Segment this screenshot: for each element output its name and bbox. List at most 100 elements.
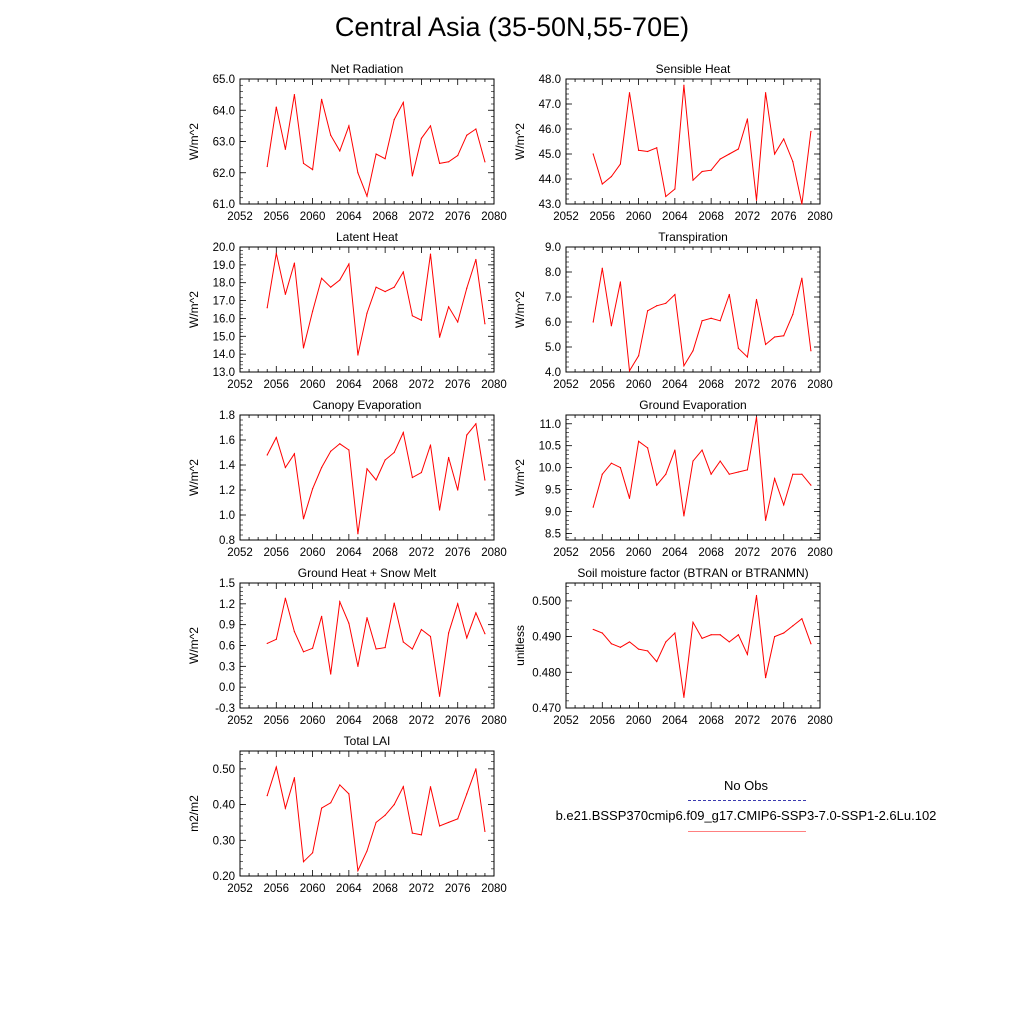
x-tick-label: 2052 [227, 379, 253, 391]
legend-case-line [688, 831, 806, 832]
data-point [783, 504, 785, 506]
x-tick-label: 2076 [445, 547, 471, 559]
y-tick-label: 62.0 [213, 168, 235, 180]
data-point [411, 175, 413, 177]
chart-panel: Total LAI m2/m2 2052 2056 2060 2064 2068 2072 20… [187, 734, 507, 895]
data-point [393, 451, 395, 454]
y-tick-label: 11.0 [539, 419, 561, 431]
data-point [284, 148, 286, 150]
x-tick-label: 2072 [735, 547, 761, 559]
data-point [783, 632, 785, 634]
x-tick-label: 2064 [662, 547, 688, 559]
series-line [592, 268, 812, 373]
series-line [592, 417, 812, 521]
x-tick-label: 2080 [481, 715, 507, 727]
y-tick-label: 0.9 [219, 620, 235, 632]
data-point [637, 149, 640, 151]
data-point [592, 153, 594, 155]
x-tick-label: 2060 [300, 379, 326, 391]
data-point [293, 631, 296, 633]
data-point [293, 262, 296, 264]
data-point [592, 628, 594, 631]
data-point [293, 94, 296, 96]
data-point [746, 356, 749, 358]
data-point [438, 825, 441, 827]
x-tick-label: 2080 [481, 883, 507, 895]
data-point [764, 92, 767, 94]
y-tick-label: 64.0 [213, 105, 235, 117]
y-tick-label: 65.0 [213, 74, 235, 86]
x-tick-label: 2068 [698, 547, 724, 559]
y-tick-label: 61.0 [213, 199, 235, 211]
data-point [311, 852, 314, 854]
x-tick-label: 2068 [372, 715, 398, 727]
data-point [321, 98, 323, 100]
data-point [438, 695, 441, 697]
data-point [656, 660, 658, 663]
data-point [393, 803, 395, 806]
data-point [728, 641, 730, 643]
data-point [420, 471, 423, 474]
data-point [339, 279, 341, 281]
chart-panel: Ground Heat + Snow Melt W/m^2 2052 2056 2060… [187, 566, 507, 727]
data-point [601, 267, 603, 269]
x-tick-label: 2072 [409, 883, 435, 895]
x-tick-label: 2056 [263, 211, 289, 223]
y-tick-label: 0.20 [213, 871, 235, 883]
y-tick-label: 16.0 [213, 313, 235, 325]
x-tick-label: 2064 [336, 379, 362, 391]
data-point [448, 161, 450, 163]
x-tick-label: 2080 [807, 379, 833, 391]
x-tick-label: 2064 [662, 211, 688, 223]
data-point [710, 317, 712, 319]
chart-panel: Canopy Evaporation W/m^2 2052 2056 2060 2064 2… [187, 398, 507, 559]
data-point [475, 423, 477, 425]
x-tick-label: 2064 [336, 715, 362, 727]
data-point [330, 450, 332, 452]
y-tick-label: 10.5 [539, 441, 561, 453]
data-point [475, 612, 477, 614]
panel-title: Total LAI [344, 734, 391, 748]
y-tick-label: 43.0 [539, 199, 561, 211]
data-point [628, 92, 631, 94]
data-point [656, 484, 658, 486]
x-tick-label: 2080 [481, 379, 507, 391]
data-point [366, 195, 368, 197]
data-point [357, 533, 359, 535]
series-line [593, 595, 812, 698]
data-point [746, 653, 749, 656]
data-point [402, 271, 404, 273]
data-point [719, 158, 721, 160]
data-point [275, 766, 277, 768]
data-point [801, 618, 803, 620]
data-point [429, 253, 432, 255]
x-tick-label: 2072 [735, 379, 761, 391]
y-axis-label: unitless [513, 625, 527, 666]
y-tick-label: 19.0 [213, 260, 235, 272]
y-tick-label: 1.2 [219, 485, 235, 497]
data-point [755, 594, 758, 597]
series-line [266, 422, 486, 534]
data-point [647, 650, 649, 652]
data-point [348, 622, 350, 624]
x-tick-label: 2068 [698, 379, 724, 391]
legend-obs-line [688, 800, 806, 801]
data-point [357, 354, 359, 356]
chart-panel: Latent Heat W/m^2 2052 2056 2060 2064 2068 2072… [187, 230, 507, 391]
data-point [466, 434, 468, 436]
x-tick-label: 2064 [336, 883, 362, 895]
series-line [266, 765, 486, 873]
chart-panel: Ground Evaporation W/m^2 2052 2056 2060 2064 2… [513, 398, 833, 559]
data-point [366, 617, 368, 619]
data-point [402, 101, 404, 104]
x-tick-label: 2056 [589, 547, 615, 559]
data-point [457, 154, 459, 157]
y-axis-label: m2/m2 [187, 795, 201, 832]
data-point [792, 160, 794, 163]
data-point [330, 286, 332, 288]
data-point [302, 347, 305, 349]
data-point [420, 834, 423, 836]
chart-panel: Soil moisture factor (BTRAN or BTRANMN) u… [513, 566, 833, 727]
page-title: Central Asia (35-50N,55-70E) [334, 12, 690, 42]
data-point [665, 302, 667, 304]
